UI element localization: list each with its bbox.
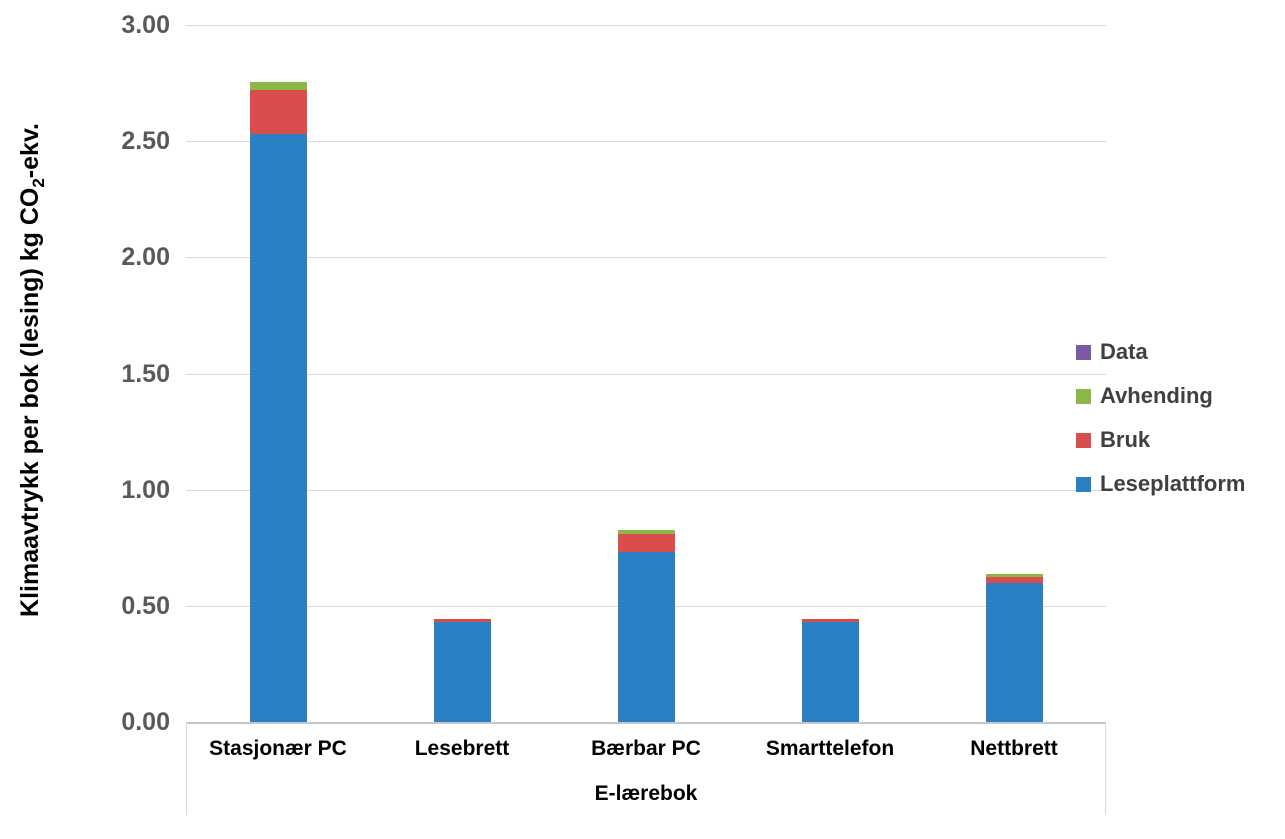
legend: Data Avhending Bruk Leseplattform	[1076, 339, 1246, 516]
y-tick-label: 2.50	[121, 127, 170, 156]
category-label: Lesebrett	[414, 737, 510, 760]
bar-segment-bruk-4	[801, 619, 859, 623]
legend-item-avhending: Avhending	[1076, 383, 1245, 408]
legend-swatch-icon	[1076, 388, 1091, 404]
y-tick-label: 1.50	[121, 359, 170, 388]
gridline	[186, 25, 1106, 26]
bar-segment-avhending-3	[617, 530, 675, 534]
legend-swatch-icon	[1076, 432, 1091, 448]
bar-segment-leseplattform-2	[433, 622, 491, 722]
y-axis-title: Klimaavtrykk per bok (lesing) kg CO2-ekv…	[15, 50, 48, 690]
legend-label: Bruk	[1100, 427, 1151, 452]
category-label: Bærbar PC	[591, 737, 701, 760]
y-tick-label: 3.00	[121, 11, 170, 39]
legend-label: Avhending	[1100, 383, 1213, 408]
legend-label: Leseplattform	[1100, 471, 1246, 496]
category-label: Stasjonær PC	[209, 737, 347, 760]
gridline	[186, 141, 1106, 143]
bar-segment-leseplattform-3	[617, 552, 675, 722]
legend-swatch-icon	[1076, 476, 1091, 492]
y-axis-title-suffix: -ekv.	[16, 123, 44, 179]
legend-label: Data	[1100, 339, 1148, 364]
bar-segment-bruk-3	[617, 533, 675, 553]
bar-segment-avhending-5	[985, 574, 1043, 577]
legend-item-data: Data	[1076, 339, 1245, 364]
bar-segment-avhending-1	[249, 81, 307, 91]
gridline	[186, 257, 1106, 259]
y-tick-label: 1.00	[121, 475, 170, 504]
gridline	[186, 373, 1106, 375]
legend-swatch-icon	[1076, 344, 1091, 360]
y-tick-label: 0.00	[121, 708, 170, 736]
category-label: Smarttelefon	[765, 737, 895, 760]
plot-area	[186, 25, 1106, 724]
bar-segment-leseplattform-1	[249, 134, 307, 722]
bar-segment-leseplattform-5	[985, 582, 1043, 722]
bar-segment-bruk-5	[985, 576, 1043, 583]
x-axis-title: E-lærebok	[594, 782, 698, 805]
y-tick-label: 2.00	[121, 243, 170, 272]
legend-item-leseplattform: Leseplattform	[1076, 471, 1246, 496]
y-tick-label: 0.50	[121, 591, 170, 620]
bar-segment-leseplattform-4	[801, 622, 859, 722]
y-axis-title-subscript: 2	[29, 178, 48, 188]
legend-item-bruk: Bruk	[1076, 427, 1245, 452]
x-axis-line	[186, 722, 1106, 724]
bar-segment-bruk-1	[249, 90, 307, 135]
y-axis-title-text: Klimaavtrykk per bok (lesing) kg CO	[16, 187, 44, 617]
bar-segment-bruk-2	[433, 619, 491, 623]
category-label: Nettbrett	[970, 737, 1058, 760]
category-axis-box	[186, 722, 1106, 815]
gridline	[186, 489, 1106, 491]
